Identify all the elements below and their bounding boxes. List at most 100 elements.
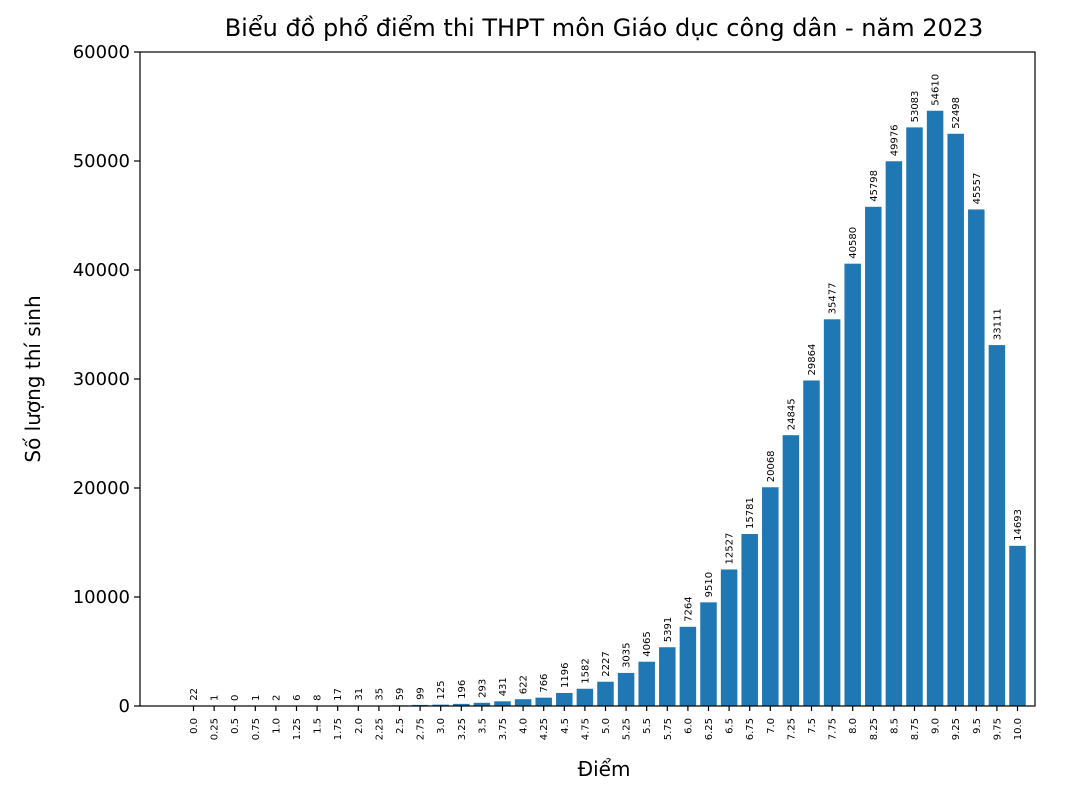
data-label: 125 xyxy=(436,681,447,700)
data-label: 196 xyxy=(457,680,468,699)
data-label: 15781 xyxy=(745,497,756,529)
bar xyxy=(1009,545,1026,706)
bar xyxy=(473,702,491,706)
data-label: 766 xyxy=(539,674,550,693)
x-tick-label: 5.25 xyxy=(622,718,633,740)
x-tick-label: 0.25 xyxy=(210,718,221,740)
data-labels-group: 22 1 0 1 2 6 8 17 31 35 59 99 125 196 293 431 622 766 1196… xyxy=(189,74,1024,701)
bar xyxy=(514,699,532,706)
x-tick-label: 3.25 xyxy=(457,718,468,740)
y-axis-ticks: 0 10000 20000 30000 40000 50000 60000 xyxy=(73,42,140,717)
data-label: 53083 xyxy=(910,91,921,123)
bar xyxy=(803,380,820,706)
data-label: 29864 xyxy=(807,344,818,376)
data-label: 49976 xyxy=(889,124,900,156)
x-tick-label: 0.0 xyxy=(189,718,200,734)
data-label: 9510 xyxy=(704,572,715,597)
data-label: 22 xyxy=(189,688,200,701)
bar xyxy=(782,435,800,706)
bars-group xyxy=(185,110,1026,707)
bar xyxy=(823,319,841,706)
bar xyxy=(597,681,614,706)
x-tick-label: 7.0 xyxy=(766,718,777,734)
x-tick-label: 2.0 xyxy=(354,718,365,734)
x-tick-label: 1.5 xyxy=(313,718,324,734)
data-label: 24845 xyxy=(786,398,797,430)
y-tick-label: 40000 xyxy=(73,260,130,281)
data-label: 54610 xyxy=(931,74,942,106)
data-label: 35477 xyxy=(828,282,839,314)
bar xyxy=(906,127,923,706)
x-tick-label: 6.5 xyxy=(725,718,736,734)
data-label: 8 xyxy=(313,695,324,701)
x-tick-label: 4.25 xyxy=(539,718,550,740)
data-label: 3035 xyxy=(622,642,633,667)
data-label: 4065 xyxy=(642,631,653,656)
data-label: 33111 xyxy=(992,308,1003,340)
data-label: 52498 xyxy=(951,97,962,129)
plot-frame xyxy=(139,51,1036,707)
data-label: 45557 xyxy=(972,173,983,205)
x-axis-label: Điểm xyxy=(578,757,631,781)
bar xyxy=(576,688,594,706)
data-label: 6 xyxy=(292,695,303,701)
x-tick-label: 5.75 xyxy=(663,718,674,740)
x-tick-label: 4.0 xyxy=(519,718,530,734)
x-tick-label: 6.25 xyxy=(704,718,715,740)
x-tick-label: 0.75 xyxy=(251,718,262,740)
x-tick-label: 9.25 xyxy=(951,718,962,740)
bar xyxy=(494,701,511,706)
bar xyxy=(865,206,882,707)
data-label: 1 xyxy=(251,695,262,701)
y-tick-label: 30000 xyxy=(73,369,130,390)
data-label: 14693 xyxy=(1013,509,1024,541)
bar xyxy=(988,345,1006,706)
x-tick-label: 9.75 xyxy=(992,718,1003,740)
x-axis-ticks: 0.0 0.25 0.5 0.75 1.0 1.25 1.5 1.75 2.0 2.25 2.5 2.… xyxy=(189,706,1024,740)
x-tick-label: 6.75 xyxy=(745,718,756,740)
bar xyxy=(432,704,449,706)
y-tick-label: 60000 xyxy=(73,42,130,63)
data-label: 20068 xyxy=(766,450,777,482)
y-tick-label: 20000 xyxy=(73,478,130,499)
bar xyxy=(453,703,470,706)
data-label: 2227 xyxy=(601,651,612,676)
x-tick-label: 2.25 xyxy=(374,718,385,740)
x-tick-label: 2.75 xyxy=(416,718,427,740)
bar xyxy=(720,569,738,706)
data-label: 5391 xyxy=(663,617,674,642)
bar xyxy=(638,661,655,706)
x-tick-label: 3.0 xyxy=(436,718,447,734)
x-tick-label: 0.5 xyxy=(230,718,241,734)
data-label: 99 xyxy=(416,687,427,700)
bar xyxy=(741,533,758,706)
y-tick-label: 50000 xyxy=(73,151,130,172)
y-tick-label: 0 xyxy=(119,696,130,717)
x-tick-label: 4.75 xyxy=(580,718,591,740)
data-label: 1196 xyxy=(560,663,571,688)
data-label: 293 xyxy=(477,679,488,698)
x-tick-label: 3.5 xyxy=(477,718,488,734)
x-tick-label: 1.25 xyxy=(292,718,303,740)
bar xyxy=(659,647,676,706)
bar xyxy=(617,672,635,706)
bar xyxy=(947,133,964,706)
data-label: 31 xyxy=(354,688,365,701)
x-tick-label: 4.5 xyxy=(560,718,571,734)
x-tick-label: 7.5 xyxy=(807,718,818,734)
x-tick-label: 5.0 xyxy=(601,718,612,734)
bar xyxy=(700,602,717,706)
x-tick-label: 8.5 xyxy=(889,718,900,734)
bar xyxy=(679,626,697,706)
data-label: 45798 xyxy=(869,170,880,202)
data-label: 431 xyxy=(498,677,509,696)
data-label: 2 xyxy=(271,695,282,701)
x-tick-label: 9.0 xyxy=(931,718,942,734)
data-label: 1582 xyxy=(580,658,591,683)
x-tick-label: 8.75 xyxy=(910,718,921,740)
bar xyxy=(885,161,903,706)
chart-title: Biểu đồ phổ điểm thi THPT môn Giáo dục c… xyxy=(225,14,984,42)
bar xyxy=(762,487,779,706)
data-label: 17 xyxy=(333,688,344,701)
